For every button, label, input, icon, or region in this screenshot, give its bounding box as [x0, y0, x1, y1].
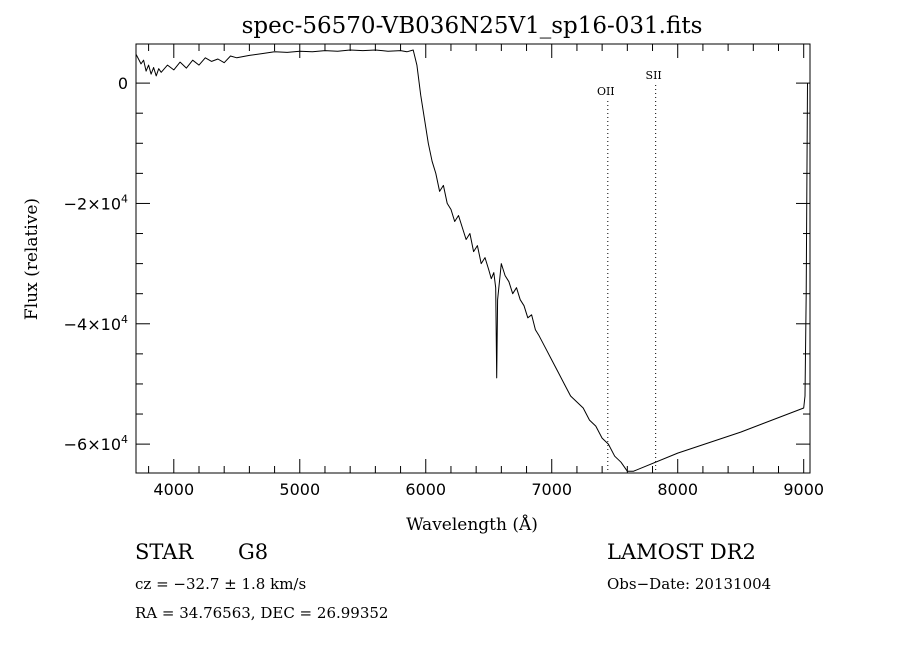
spectrum-series-line: [135, 49, 808, 472]
plot-border: [135, 43, 811, 474]
spectral-subclass: G8: [238, 540, 269, 564]
y-tick-label: 0: [118, 74, 128, 93]
x-axis: 4000 5000 6000 7000 8000 9000: [148, 44, 824, 499]
spectrum-chart: spec-56570-VB036N25V1_sp16-031.fits 0 −2×…: [22, 13, 824, 535]
redshift-cz: cz = −32.7 ± 1.8 km/s: [135, 575, 307, 593]
emission-line-label: OII: [597, 85, 615, 98]
x-tick-label: 7000: [531, 480, 572, 499]
y-tick-label: −2×104: [64, 192, 128, 213]
y-axis: 0 −2×104 −4×104 −6×104: [64, 74, 810, 454]
y-tick-label: −6×104: [64, 433, 128, 454]
emission-line-markers: OII SII: [597, 69, 662, 473]
emission-line-label: SII: [646, 69, 662, 82]
chart-title: spec-56570-VB036N25V1_sp16-031.fits: [242, 13, 703, 39]
x-tick-label: 4000: [153, 480, 194, 499]
object-class: STAR: [135, 540, 194, 564]
coordinates: RA = 34.76563, DEC = 26.99352: [135, 604, 389, 622]
x-tick-label: 5000: [279, 480, 320, 499]
survey-name: LAMOST DR2: [607, 540, 756, 564]
x-tick-label: 9000: [783, 480, 824, 499]
y-axis-label: Flux (relative): [22, 198, 42, 320]
x-tick-label: 6000: [405, 480, 446, 499]
y-tick-label: −4×104: [64, 313, 128, 334]
x-axis-label: Wavelength (Å): [406, 514, 538, 535]
x-tick-label: 8000: [657, 480, 698, 499]
observation-date: Obs−Date: 20131004: [607, 575, 772, 593]
plot-frame: [135, 43, 811, 474]
